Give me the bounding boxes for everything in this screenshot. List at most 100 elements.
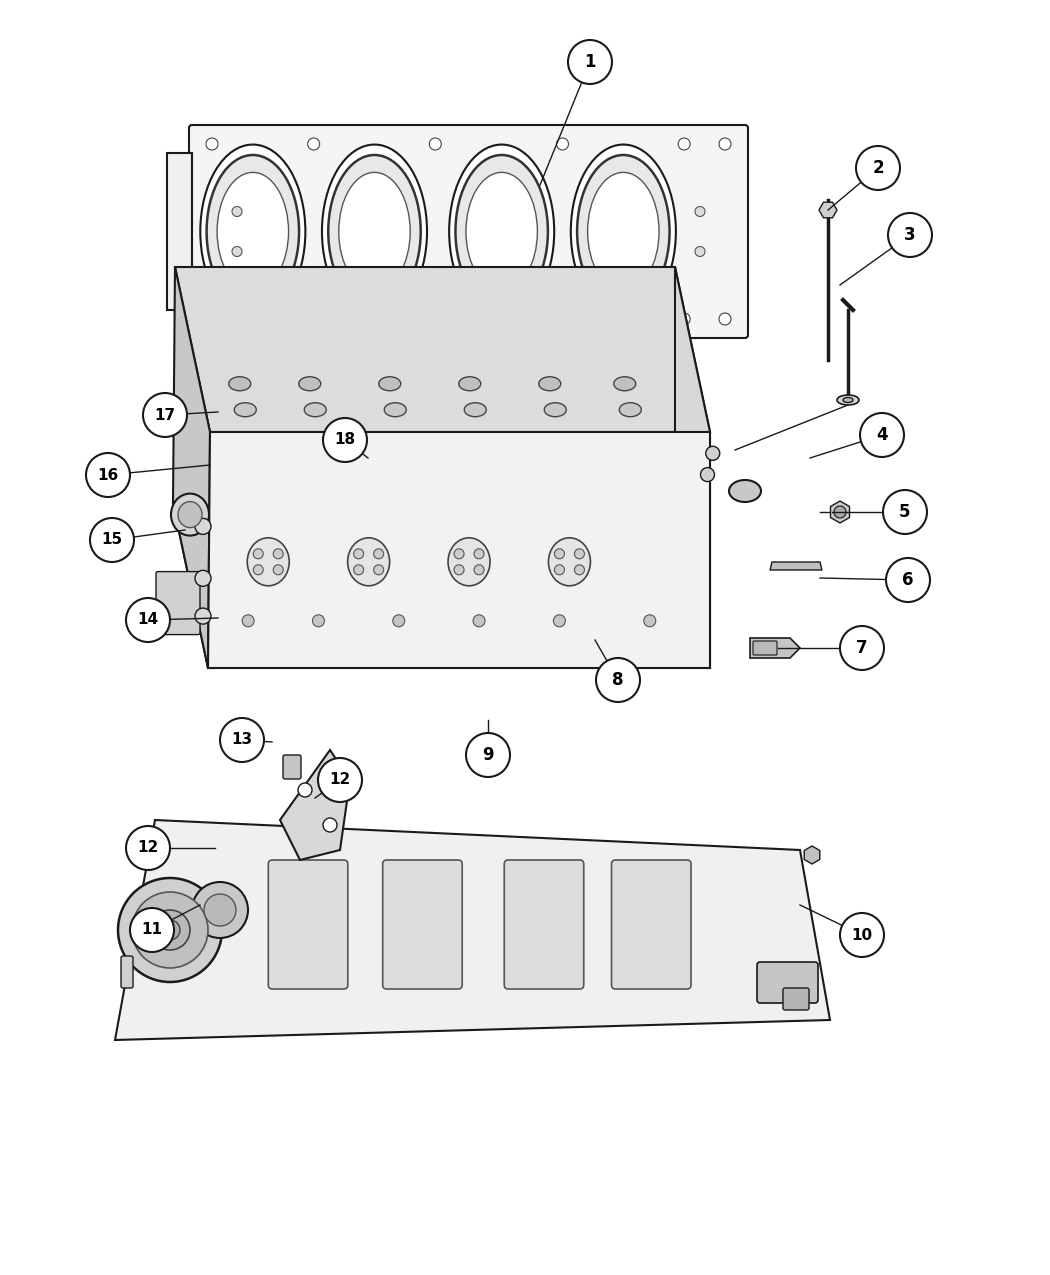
Circle shape: [204, 894, 236, 926]
Text: 12: 12: [330, 773, 351, 788]
Text: 11: 11: [142, 923, 163, 937]
Circle shape: [90, 518, 134, 562]
Text: 14: 14: [138, 612, 159, 627]
Circle shape: [195, 570, 211, 586]
Circle shape: [318, 759, 362, 802]
Polygon shape: [750, 638, 800, 658]
Ellipse shape: [299, 376, 320, 390]
Circle shape: [374, 548, 383, 558]
Ellipse shape: [348, 538, 390, 585]
Ellipse shape: [571, 144, 676, 319]
Circle shape: [393, 615, 404, 627]
Ellipse shape: [449, 144, 554, 319]
Polygon shape: [208, 432, 710, 668]
Circle shape: [474, 565, 484, 575]
Circle shape: [206, 312, 218, 325]
Circle shape: [206, 138, 218, 150]
Circle shape: [840, 913, 884, 958]
Circle shape: [132, 892, 208, 968]
Ellipse shape: [548, 538, 590, 585]
Text: 9: 9: [482, 746, 494, 764]
Circle shape: [574, 565, 585, 575]
FancyBboxPatch shape: [753, 641, 777, 655]
Circle shape: [273, 565, 284, 575]
Ellipse shape: [837, 395, 859, 405]
Text: 16: 16: [98, 468, 119, 482]
Circle shape: [834, 506, 846, 518]
Text: 2: 2: [873, 159, 884, 177]
Circle shape: [700, 468, 714, 482]
Circle shape: [195, 608, 211, 623]
Ellipse shape: [620, 403, 642, 417]
Ellipse shape: [229, 376, 251, 390]
Ellipse shape: [544, 403, 566, 417]
Polygon shape: [116, 820, 830, 1040]
Circle shape: [554, 565, 565, 575]
Circle shape: [232, 246, 242, 256]
Circle shape: [253, 548, 264, 558]
Circle shape: [706, 446, 719, 460]
Circle shape: [308, 312, 319, 325]
Circle shape: [678, 138, 690, 150]
Text: 7: 7: [856, 639, 867, 657]
Circle shape: [298, 783, 312, 797]
FancyBboxPatch shape: [121, 956, 133, 988]
Circle shape: [856, 147, 900, 190]
Circle shape: [195, 519, 211, 534]
Circle shape: [644, 615, 656, 627]
FancyBboxPatch shape: [269, 861, 348, 989]
Circle shape: [474, 615, 485, 627]
Circle shape: [150, 910, 190, 950]
FancyBboxPatch shape: [284, 755, 301, 779]
Circle shape: [719, 138, 731, 150]
Circle shape: [253, 565, 264, 575]
Circle shape: [323, 819, 337, 833]
Circle shape: [886, 558, 930, 602]
Circle shape: [86, 453, 130, 497]
Text: 18: 18: [335, 432, 356, 448]
Ellipse shape: [448, 538, 490, 585]
Text: 6: 6: [902, 571, 913, 589]
Circle shape: [126, 826, 170, 870]
Ellipse shape: [217, 172, 289, 291]
Polygon shape: [675, 266, 710, 668]
Circle shape: [429, 312, 441, 325]
Polygon shape: [215, 425, 270, 479]
Text: 8: 8: [612, 671, 624, 688]
Polygon shape: [173, 266, 210, 668]
Polygon shape: [173, 504, 710, 668]
Circle shape: [678, 312, 690, 325]
Ellipse shape: [178, 501, 202, 528]
Text: 4: 4: [876, 426, 888, 444]
Circle shape: [118, 878, 222, 982]
Circle shape: [243, 615, 254, 627]
Circle shape: [232, 207, 242, 217]
Ellipse shape: [171, 493, 209, 536]
Text: 13: 13: [231, 733, 253, 747]
Text: 15: 15: [102, 533, 123, 547]
Circle shape: [888, 213, 932, 258]
Circle shape: [596, 658, 640, 703]
Circle shape: [429, 138, 441, 150]
Circle shape: [556, 312, 568, 325]
Polygon shape: [280, 750, 350, 861]
Circle shape: [273, 548, 284, 558]
Circle shape: [192, 882, 248, 938]
Ellipse shape: [384, 403, 406, 417]
Circle shape: [568, 40, 612, 84]
Circle shape: [554, 548, 565, 558]
Ellipse shape: [843, 398, 853, 403]
Ellipse shape: [234, 403, 256, 417]
Ellipse shape: [247, 538, 289, 585]
FancyBboxPatch shape: [504, 861, 584, 989]
Ellipse shape: [614, 376, 635, 390]
Ellipse shape: [201, 144, 306, 319]
Ellipse shape: [456, 156, 548, 309]
Circle shape: [553, 615, 565, 627]
Circle shape: [883, 490, 927, 534]
FancyBboxPatch shape: [382, 861, 462, 989]
Circle shape: [860, 413, 904, 456]
Circle shape: [354, 565, 363, 575]
Circle shape: [474, 548, 484, 558]
Ellipse shape: [588, 172, 659, 291]
